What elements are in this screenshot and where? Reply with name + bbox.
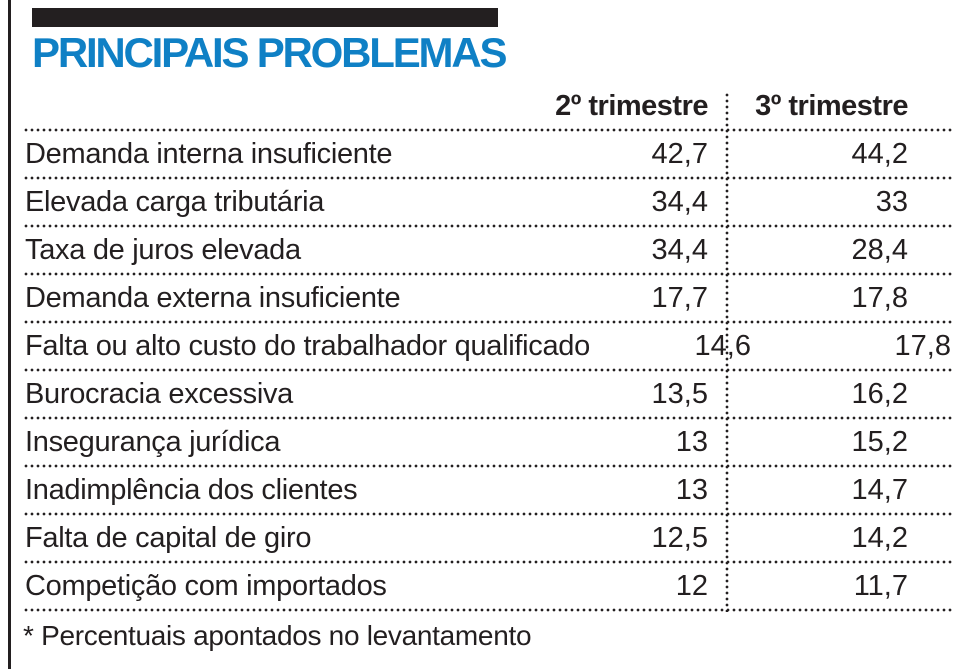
row-divider — [23, 224, 953, 228]
left-vertical-rule — [8, 0, 11, 669]
q2-value: 34,4 — [651, 233, 708, 266]
q2-value: 13 — [675, 425, 708, 458]
table-header-row: 2º trimestre 3º trimestre — [23, 76, 953, 128]
q2-value: 12 — [675, 569, 708, 602]
q2-value: 42,7 — [651, 137, 708, 170]
row-divider — [23, 608, 953, 612]
table-row: Insegurança jurídica 13 15,2 — [23, 420, 953, 464]
table-footnote: * Percentuais apontados no levantamento — [23, 620, 532, 651]
row-label: Insegurança jurídica — [25, 425, 281, 458]
q3-value: 14,7 — [851, 473, 908, 506]
q3-value: 17,8 — [894, 329, 951, 362]
row-label: Burocracia excessiva — [25, 377, 293, 410]
table-row: Inadimplência dos clientes 13 14,7 — [23, 468, 953, 512]
table-row: Demanda interna insuficiente 42,7 44,2 — [23, 132, 953, 176]
row-label: Demanda externa insuficiente — [25, 281, 401, 314]
q3-value: 33 — [875, 185, 908, 218]
row-label: Taxa de juros elevada — [25, 233, 301, 266]
table-row: Elevada carga tributária 34,4 33 — [23, 180, 953, 224]
row-label: Falta ou alto custo do trabalhador quali… — [25, 329, 590, 362]
q3-value: 28,4 — [851, 233, 908, 266]
q2-value: 14,6 — [694, 329, 751, 362]
page-title: PRINCIPAIS PROBLEMAS — [32, 29, 507, 76]
header-spacer — [23, 123, 547, 128]
top-black-bar — [32, 8, 498, 27]
row-label: Inadimplência dos clientes — [25, 473, 358, 506]
table-row: Burocracia excessiva 13,5 16,2 — [23, 372, 953, 416]
row-label: Competição com importados — [25, 569, 387, 602]
content-area: PRINCIPAIS PROBLEMAS 2º trimestre 3º tri… — [23, 0, 953, 651]
row-divider — [23, 176, 953, 180]
row-divider — [23, 272, 953, 276]
table-row: Demanda externa insuficiente 17,7 17,8 — [23, 276, 953, 320]
q2-value: 13,5 — [651, 377, 708, 410]
q3-value: 11,7 — [853, 569, 908, 602]
q2-value: 17,7 — [651, 281, 708, 314]
table-row: Taxa de juros elevada 34,4 28,4 — [23, 228, 953, 272]
row-label: Falta de capital de giro — [25, 521, 312, 554]
q3-value: 16,2 — [851, 377, 908, 410]
row-divider — [23, 320, 953, 324]
q2-value: 13 — [675, 473, 708, 506]
q3-value: 15,2 — [851, 425, 908, 458]
row-divider — [23, 416, 953, 420]
q3-value: 17,8 — [851, 281, 908, 314]
q3-value: 14,2 — [851, 521, 908, 554]
row-divider — [23, 464, 953, 468]
q2-value: 12,5 — [651, 521, 708, 554]
row-divider — [23, 560, 953, 564]
table-row: Falta ou alto custo do trabalhador quali… — [23, 324, 953, 368]
column-separator-dotted — [725, 92, 729, 612]
q3-value: 44,2 — [851, 137, 908, 170]
column-header-q3: 3º trimestre — [755, 90, 908, 122]
table-row: Falta de capital de giro 12,5 14,2 — [23, 516, 953, 560]
header-divider — [23, 128, 953, 132]
row-divider — [23, 368, 953, 372]
table-row: Competição com importados 12 11,7 — [23, 564, 953, 608]
row-label: Demanda interna insuficiente — [25, 137, 393, 170]
row-divider — [23, 512, 953, 516]
q2-value: 34,4 — [651, 185, 708, 218]
column-header-q2: 2º trimestre — [555, 90, 708, 122]
row-label: Elevada carga tributária — [25, 185, 325, 218]
